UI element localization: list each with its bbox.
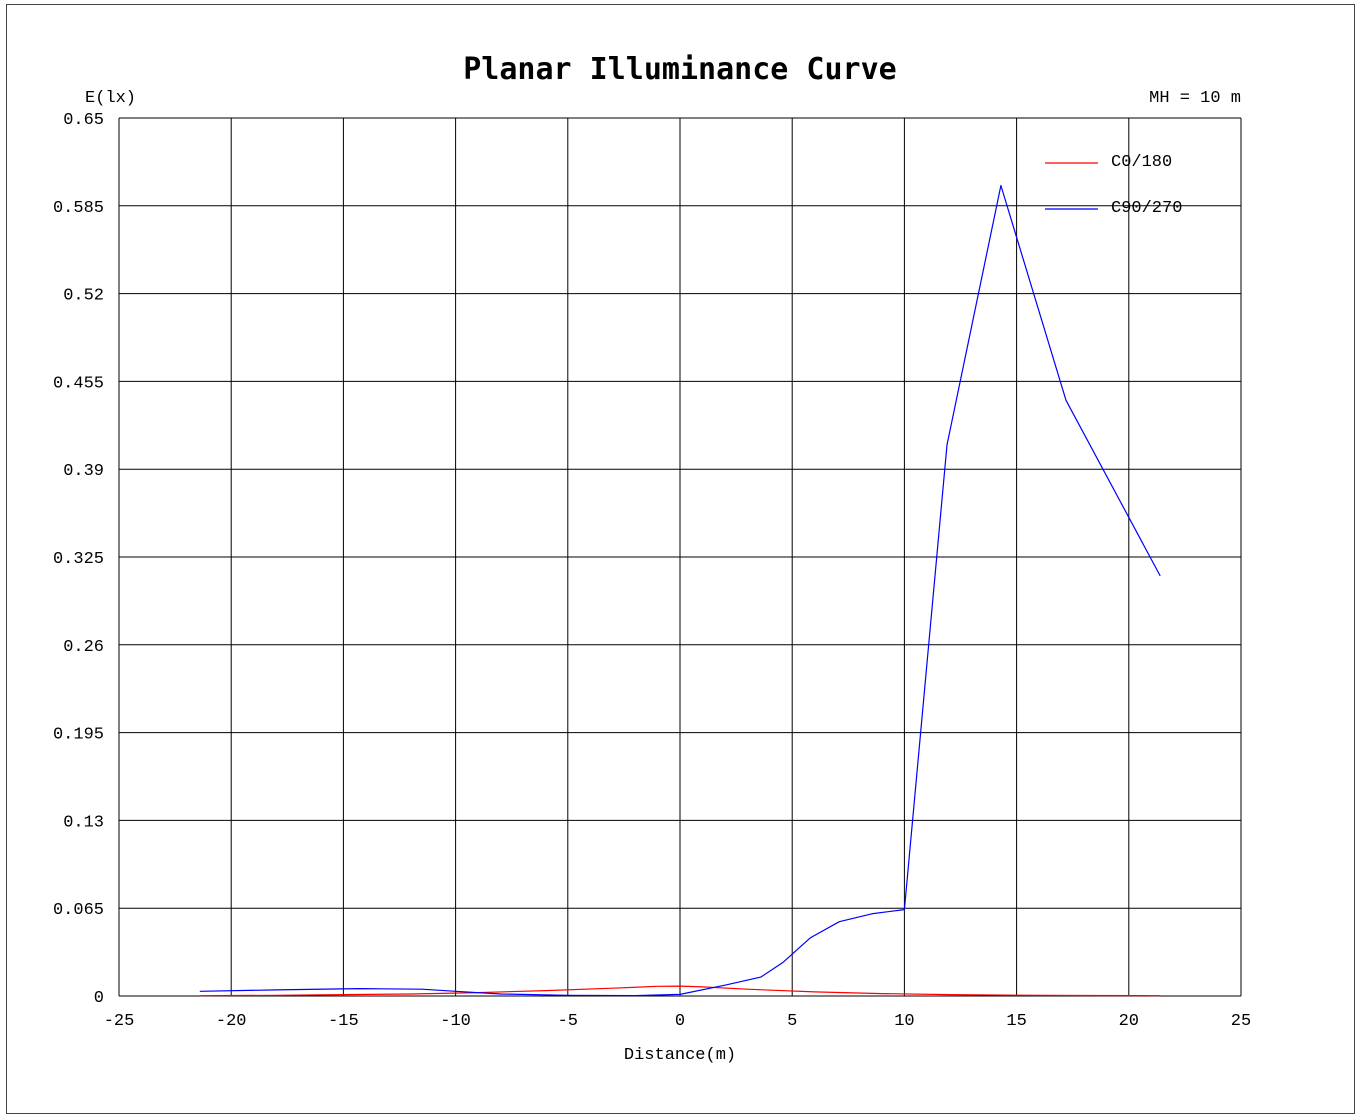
y-axis-label: E(lx) <box>85 89 136 108</box>
mounting-height-annotation: MH = 10 m <box>1149 89 1241 108</box>
x-tick-label: -15 <box>328 1012 359 1031</box>
grid <box>118 117 1242 997</box>
y-tick-label: 0.195 <box>53 726 104 745</box>
x-tick-label: 5 <box>787 1012 797 1031</box>
y-tick-label: 0.585 <box>53 199 104 218</box>
series-line-1 <box>199 184 1161 997</box>
y-tick-label: 0 <box>94 989 104 1008</box>
series-lines <box>199 184 1161 997</box>
legend-label: C90/270 <box>1111 199 1182 218</box>
y-tick-label: 0.65 <box>63 111 104 130</box>
series-line-0 <box>199 985 1161 997</box>
x-tick-label: 10 <box>894 1012 914 1031</box>
x-tick-label: -5 <box>558 1012 578 1031</box>
y-tick-label: 0.455 <box>53 374 104 393</box>
y-tick-label: 0.52 <box>63 287 104 306</box>
x-tick-label: 15 <box>1006 1012 1026 1031</box>
x-tick-label: -25 <box>104 1012 135 1031</box>
y-tick-label: 0.13 <box>63 813 104 832</box>
x-tick-label: -10 <box>440 1012 471 1031</box>
x-tick-label: -20 <box>216 1012 247 1031</box>
x-tick-label: 0 <box>675 1012 685 1031</box>
legend: C0/180 C90/270 <box>1045 153 1182 218</box>
y-tick-label: 0.39 <box>63 462 104 481</box>
chart-title: Planar Illuminance Curve <box>463 52 896 87</box>
legend-label: C0/180 <box>1111 153 1172 172</box>
y-tick-label: 0.065 <box>53 901 104 920</box>
y-tick-label: 0.26 <box>63 638 104 657</box>
tick-labels: -25 -20 -15 -10 -5 0 5 10 15 20 25 0 0.065 0.13 0.195 0… <box>53 111 1251 1031</box>
x-tick-label: 25 <box>1231 1012 1251 1031</box>
x-axis-label: Distance(m) <box>624 1046 736 1065</box>
x-tick-label: 20 <box>1119 1012 1139 1031</box>
y-tick-label: 0.325 <box>53 550 104 569</box>
